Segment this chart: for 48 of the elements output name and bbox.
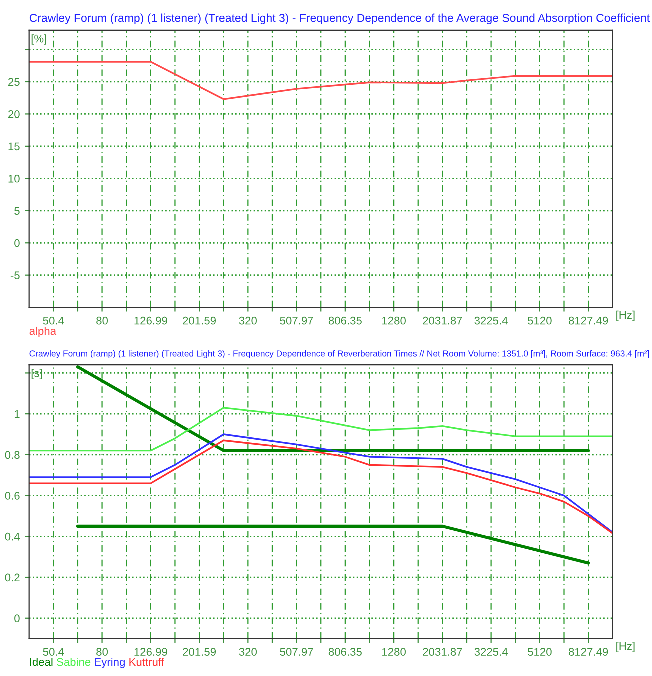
x-tick-label: 8127.49 [568, 316, 608, 325]
x-tick-label: 201.59 [183, 316, 216, 325]
x-tick-label: 1280 [382, 316, 406, 325]
y-tick-label: 10 [8, 174, 20, 183]
x-tick-label: 806.35 [328, 316, 362, 325]
x-tick-label: 1280 [382, 648, 406, 656]
y-tick-label: 0.8 [5, 451, 20, 460]
y-axis-title: [%] [32, 34, 46, 45]
x-tick-label: 126.99 [134, 316, 168, 325]
x-tick-label: 3225.4 [474, 648, 508, 656]
y-tick-label: 20 [8, 110, 20, 118]
x-tick-label: 507.97 [280, 316, 314, 325]
text: alpha [30, 326, 57, 338]
x-tick-label: 806.35 [328, 648, 362, 656]
y-tick-label: 0 [14, 614, 20, 623]
x-axis-title: [Hz] [616, 310, 635, 322]
y-tick-label: 0.6 [5, 492, 20, 500]
y-tick-label: 15 [8, 142, 20, 151]
y-tick-label: 25 [8, 78, 20, 86]
text: Eyring [95, 658, 125, 668]
y-tick-label: -5 [10, 272, 20, 280]
x-tick-label: 8127.49 [568, 648, 608, 656]
chart-title: Crawley Forum (ramp) (1 listener) (Treated Light 3) - Frequency Dependence of the Average Sound Absorption Coefficient [30, 14, 650, 24]
x-tick-label: 320 [239, 648, 258, 656]
x-tick-label: 80 [96, 648, 108, 656]
y-tick-label: 0 [14, 239, 20, 248]
x-tick-label: 5120 [528, 316, 552, 325]
x-tick-label: 2031.87 [423, 648, 462, 656]
x-axis-title: [Hz] [616, 642, 635, 652]
x-tick-label: 50.4 [43, 648, 64, 656]
text: Ideal [30, 658, 53, 666]
x-tick-label: 2031.87 [423, 316, 462, 325]
y-axis-title: [s] [32, 369, 42, 380]
x-tick-label: 50.4 [43, 316, 64, 325]
text: Kuttruff [130, 658, 164, 666]
y-tick-label: 0.4 [5, 532, 20, 541]
x-tick-label: 507.97 [280, 648, 314, 656]
x-tick-label: 320 [239, 316, 258, 325]
x-tick-label: 201.59 [183, 648, 216, 656]
y-tick-label: 5 [14, 207, 20, 216]
y-tick-label: 1 [14, 410, 20, 418]
x-tick-label: 80 [96, 316, 108, 325]
x-tick-label: 126.99 [134, 648, 168, 656]
text: Sabine [57, 658, 91, 666]
chart-title: Crawley Forum (ramp) (1 listener) (Treated Light 3) - Frequency Dependence of Reverberation Times // Net Room Volume: 1351.0 [m³], Room Surface: 963.4 [m²] [30, 350, 650, 359]
x-tick-label: 3225.4 [474, 316, 508, 325]
y-tick-label: 0.2 [5, 574, 20, 582]
x-tick-label: 5120 [528, 648, 552, 656]
